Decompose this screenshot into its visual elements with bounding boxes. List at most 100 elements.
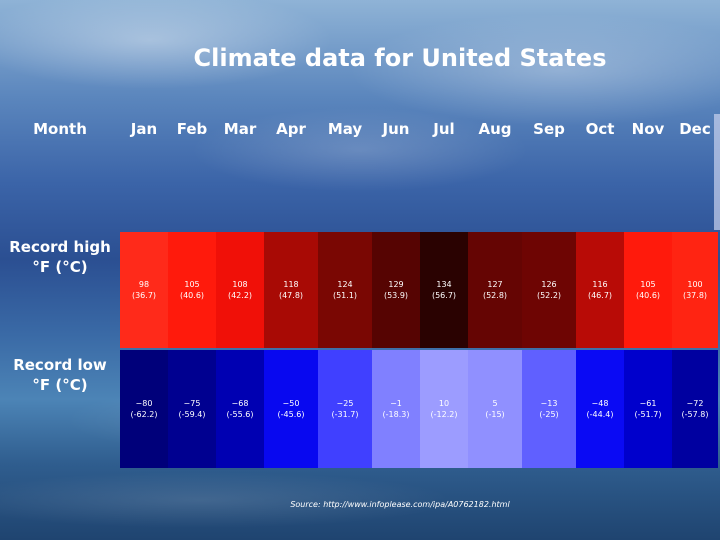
record-high-fahrenheit: 127: [487, 280, 503, 289]
record-low-celsius: (-59.4): [178, 410, 206, 419]
record-high-celsius: (40.6): [179, 291, 205, 300]
record-high-fahrenheit: 129: [388, 280, 404, 289]
record-low-fahrenheit: −50: [282, 399, 300, 408]
month-header-cell: Mar: [223, 120, 257, 138]
record-high-cell: 118 (47.8): [264, 232, 318, 348]
record-high-celsius: (52.2): [536, 291, 562, 300]
month-header-cell: Jan: [130, 120, 158, 138]
record-low-fahrenheit: −48: [591, 399, 609, 408]
record-high-value: 116 (46.7): [588, 279, 612, 301]
record-high-celsius: (36.7): [131, 291, 157, 300]
record-low-label-line2: °F (°C): [32, 376, 88, 394]
record-high-value: 126 (52.2): [537, 279, 561, 301]
page-title: Climate data for United States: [193, 44, 607, 72]
record-low-value: −61 (-51.7): [635, 398, 662, 420]
record-high-cell: 98 (36.7): [120, 232, 168, 348]
month-header-cell: Aug: [478, 120, 512, 138]
record-high-celsius: (51.1): [332, 291, 358, 300]
record-low-celsius: (-62.2): [130, 410, 158, 419]
table-edge-bar: [714, 114, 720, 230]
record-high-fahrenheit: 116: [592, 280, 608, 289]
record-low-value: 5 (-15): [485, 398, 504, 420]
record-high-celsius: (56.7): [431, 291, 457, 300]
record-high-label: Record high °F (°C): [0, 237, 120, 277]
record-low-value: 10 (-12.2): [431, 398, 458, 420]
record-high-cell: 124 (51.1): [318, 232, 372, 348]
record-low-value: −13 (-25): [539, 398, 558, 420]
record-low-value: −72 (-57.8): [682, 398, 709, 420]
record-high-fahrenheit: 105: [640, 280, 656, 289]
record-low-celsius: (-12.2): [430, 410, 458, 419]
record-low-celsius: (-18.3): [382, 410, 410, 419]
record-low-cell: −48 (-44.4): [576, 350, 624, 468]
record-low-value: −68 (-55.6): [227, 398, 254, 420]
record-low-cell: −61 (-51.7): [624, 350, 672, 468]
record-low-fahrenheit: −68: [231, 399, 249, 408]
record-high-value: 98 (36.7): [132, 279, 156, 301]
record-high-value: 127 (52.8): [483, 279, 507, 301]
month-header: Month: [33, 120, 87, 138]
month-header-cell: May: [327, 120, 363, 138]
record-high-value: 105 (40.6): [636, 279, 660, 301]
record-high-fahrenheit: 105: [184, 280, 200, 289]
record-low-fahrenheit: −80: [135, 399, 153, 408]
record-high-cell: 116 (46.7): [576, 232, 624, 348]
month-header-cell: Sep: [533, 120, 565, 138]
record-high-label-line2: °F (°C): [32, 258, 88, 276]
record-low-cell: −68 (-55.6): [216, 350, 264, 468]
record-low-cell: −75 (-59.4): [168, 350, 216, 468]
month-header-cell: Apr: [276, 120, 306, 138]
record-low-value: −25 (-31.7): [332, 398, 359, 420]
record-low-fahrenheit: −13: [540, 399, 558, 408]
record-low-label: Record low °F (°C): [0, 355, 120, 395]
record-low-cell: 10 (-12.2): [420, 350, 468, 468]
record-low-fahrenheit: −1: [390, 399, 402, 408]
record-low-cell: −50 (-45.6): [264, 350, 318, 468]
record-low-fahrenheit: −25: [336, 399, 354, 408]
record-low-celsius: (-44.4): [586, 410, 614, 419]
record-high-celsius: (37.8): [682, 291, 708, 300]
record-high-celsius: (53.9): [383, 291, 409, 300]
record-high-cell: 105 (40.6): [168, 232, 216, 348]
record-low-value: −80 (-62.2): [131, 398, 158, 420]
record-high-cell: 108 (42.2): [216, 232, 264, 348]
record-high-fahrenheit: 126: [541, 280, 557, 289]
record-high-celsius: (52.8): [482, 291, 508, 300]
record-high-cell: 126 (52.2): [522, 232, 576, 348]
record-low-fahrenheit: −75: [183, 399, 201, 408]
record-high-value: 124 (51.1): [333, 279, 357, 301]
record-high-cell: 105 (40.6): [624, 232, 672, 348]
record-high-value: 118 (47.8): [279, 279, 303, 301]
record-high-value: 105 (40.6): [180, 279, 204, 301]
record-low-celsius: (-15): [485, 410, 505, 419]
record-low-fahrenheit: −61: [639, 399, 657, 408]
source-citation: Source: http://www.infoplease.com/ipa/A0…: [290, 500, 510, 509]
record-high-celsius: (47.8): [278, 291, 304, 300]
record-low-cell: −1 (-18.3): [372, 350, 420, 468]
record-low-value: −48 (-44.4): [587, 398, 614, 420]
record-high-label-line1: Record high: [9, 238, 111, 256]
record-low-value: −50 (-45.6): [278, 398, 305, 420]
record-high-cell: 100 (37.8): [672, 232, 718, 348]
month-header-cell: Oct: [585, 120, 615, 138]
record-high-fahrenheit: 108: [232, 280, 248, 289]
record-high-cell: 134 (56.7): [420, 232, 468, 348]
record-low-value: −75 (-59.4): [179, 398, 206, 420]
record-low-celsius: (-25): [539, 410, 559, 419]
record-low-cell: −13 (-25): [522, 350, 576, 468]
record-low-cell: −72 (-57.8): [672, 350, 718, 468]
month-header-cell: Dec: [679, 120, 711, 138]
month-header-cell: Nov: [631, 120, 665, 138]
record-low-fahrenheit: −72: [686, 399, 704, 408]
record-high-value: 100 (37.8): [683, 279, 707, 301]
record-high-celsius: (42.2): [227, 291, 253, 300]
record-high-cell: 127 (52.8): [468, 232, 522, 348]
record-low-fahrenheit: 10: [438, 399, 450, 408]
record-low-cell: −25 (-31.7): [318, 350, 372, 468]
record-low-label-line1: Record low: [13, 356, 107, 374]
record-high-fahrenheit: 118: [283, 280, 299, 289]
record-high-celsius: (46.7): [587, 291, 613, 300]
record-high-fahrenheit: 98: [138, 280, 150, 289]
record-high-fahrenheit: 134: [436, 280, 452, 289]
record-low-celsius: (-45.6): [277, 410, 305, 419]
